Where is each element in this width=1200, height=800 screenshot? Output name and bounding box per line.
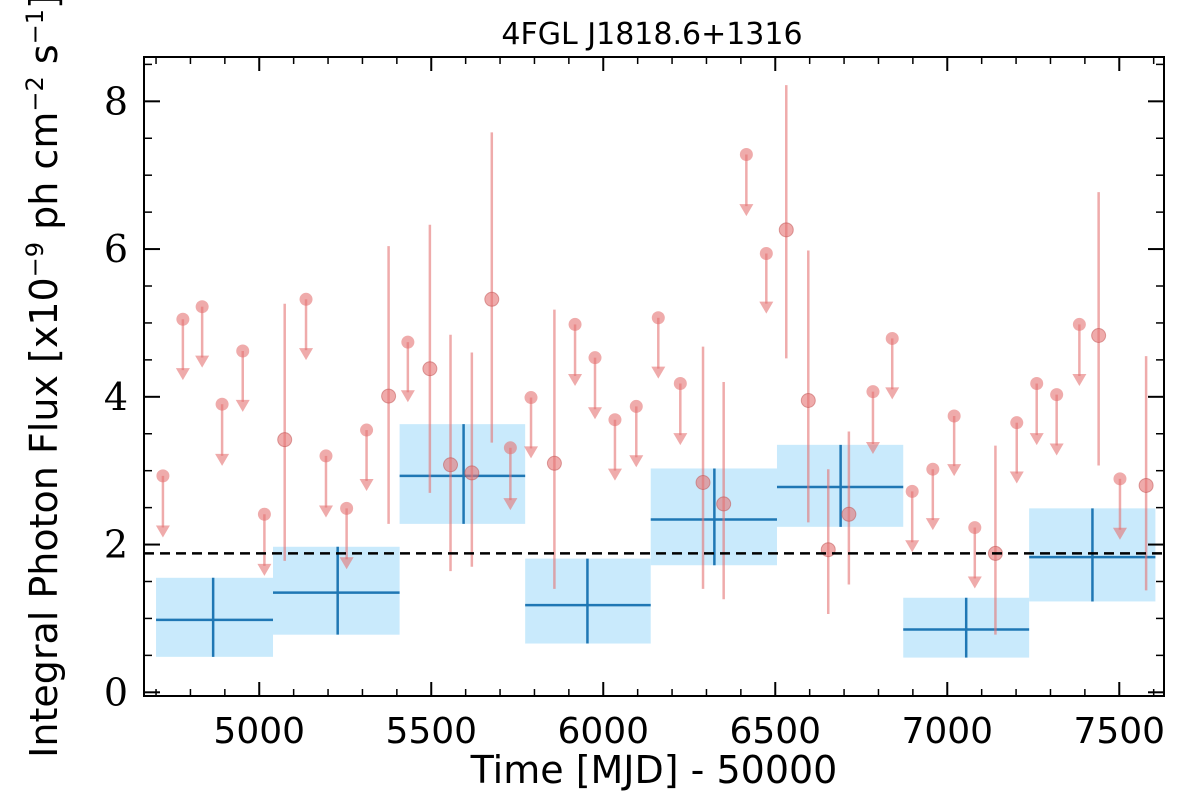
upper-limit-arrow: [257, 563, 272, 576]
detection-point: [1091, 328, 1107, 344]
upper-limit-arrow: [359, 478, 374, 491]
plot-frame: [143, 56, 1165, 697]
upper-limit-point: [947, 409, 961, 423]
upper-limit-arrow: [1029, 433, 1044, 446]
y-tick-label: 4: [104, 375, 128, 419]
upper-limit-arrow: [925, 518, 940, 531]
upper-limit-point: [739, 148, 753, 162]
upper-limit-arrow: [568, 374, 583, 387]
upper-limit-arrow: [607, 468, 622, 481]
detection-point: [381, 388, 397, 404]
upper-limit-point: [1010, 416, 1024, 430]
upper-limit-arrow: [318, 505, 333, 518]
upper-limit-point: [401, 335, 415, 349]
long-bins-layer: [156, 424, 1156, 658]
upper-limit-point: [195, 300, 209, 314]
y-tick-label: 2: [104, 523, 128, 567]
upper-limit-point: [1113, 472, 1127, 486]
x-tick-label: 7500: [1073, 711, 1165, 752]
detection-point: [277, 432, 293, 448]
upper-limit-point: [651, 311, 665, 325]
upper-limit-point: [524, 391, 538, 405]
upper-limit-arrow: [1072, 374, 1087, 387]
upper-limit-point: [1030, 377, 1044, 391]
upper-limit-point: [673, 377, 687, 391]
upper-limit-point: [340, 501, 354, 515]
upper-limit-point: [968, 521, 982, 535]
upper-limit-arrow: [235, 399, 250, 412]
x-tick-label: 7000: [901, 711, 993, 752]
upper-limit-arrow: [588, 407, 603, 420]
x-tick-label: 6500: [729, 711, 821, 752]
upper-limit-arrow: [905, 540, 920, 553]
upper-limit-arrow: [885, 387, 900, 400]
upper-limit-point: [588, 351, 602, 365]
upper-limit-point: [926, 462, 940, 476]
upper-limit-arrow: [195, 355, 210, 368]
upper-limit-point: [215, 397, 229, 411]
upper-limit-point: [236, 344, 250, 358]
upper-limit-arrow: [175, 368, 190, 381]
detection-point: [443, 457, 459, 473]
upper-limit-point: [885, 331, 899, 345]
upper-limit-arrow: [1049, 443, 1064, 456]
upper-limit-arrow: [629, 455, 644, 468]
detection-point: [464, 465, 480, 481]
upper-limit-arrow: [215, 453, 230, 466]
upper-limit-arrow: [1112, 527, 1127, 540]
detection-point: [841, 506, 857, 522]
upper-limit-point: [1050, 388, 1064, 402]
detection-point: [778, 222, 794, 238]
x-tick-label: 5000: [213, 711, 305, 752]
detection-point: [716, 496, 732, 512]
upper-limit-arrow: [339, 557, 354, 570]
upper-limit-point: [759, 247, 773, 261]
ticks-layer: 5000 5500 6000 6500 7000 7500 0 2 4 6 8: [104, 57, 1165, 752]
upper-limit-point: [568, 317, 582, 331]
upper-limit-arrow: [524, 446, 539, 459]
upper-limit-point: [176, 312, 190, 326]
y-tick-label: 8: [104, 79, 128, 123]
upper-limit-arrow: [759, 301, 774, 314]
y-tick-label: 0: [104, 670, 128, 714]
detection-point: [484, 291, 500, 307]
x-tick-label: 5500: [385, 711, 477, 752]
upper-limit-arrow: [673, 433, 688, 446]
upper-limit-point: [156, 469, 170, 483]
upper-limit-point: [629, 399, 643, 413]
upper-limit-point: [360, 423, 374, 437]
upper-limit-arrow: [947, 464, 962, 477]
detection-point: [800, 393, 816, 409]
detection-point: [695, 475, 711, 491]
upper-limit-point: [299, 292, 313, 306]
upper-limit-arrow: [651, 366, 666, 379]
upper-limit-arrow: [155, 525, 170, 538]
upper-limit-arrow: [865, 442, 880, 455]
detection-point: [422, 361, 438, 377]
upper-limit-arrow: [739, 204, 754, 217]
upper-limit-arrow: [299, 348, 314, 361]
upper-limit-point: [257, 507, 271, 521]
long-bin-box: [273, 546, 400, 635]
y-tick-label: 6: [104, 227, 128, 271]
x-tick-label: 6000: [557, 711, 649, 752]
y-axis-label: Integral Photon Flux [x10−9 ph cm−2 s−1]: [21, 0, 66, 758]
upper-limit-arrow: [503, 498, 518, 511]
x-axis-label: Time [MJD] - 50000: [470, 748, 838, 792]
detection-point: [1138, 477, 1154, 493]
upper-limit-arrow: [400, 390, 415, 403]
upper-limit-point: [503, 441, 517, 455]
upper-limit-arrow: [1009, 471, 1024, 484]
detection-point: [546, 455, 562, 471]
upper-limit-point: [905, 484, 919, 498]
upper-limit-point: [608, 413, 622, 427]
chart-title: 4FGL J1818.6+1316: [501, 17, 802, 52]
upper-limit-point: [319, 449, 333, 463]
upper-limit-arrow: [967, 576, 982, 589]
long-bin-box: [156, 577, 274, 657]
upper-limit-point: [866, 385, 880, 399]
upper-limit-point: [1072, 317, 1086, 331]
